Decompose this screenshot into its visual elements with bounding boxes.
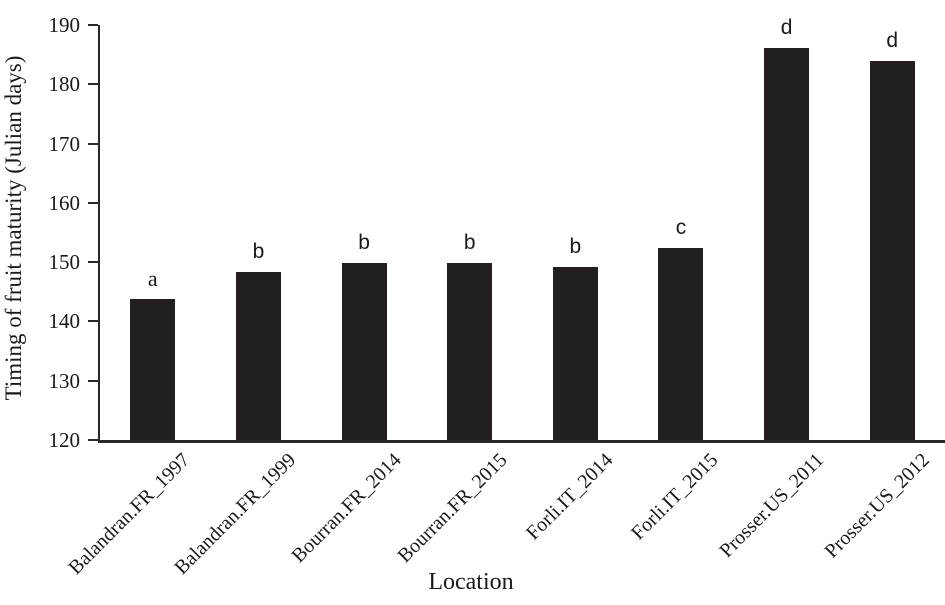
y-tick-mark [88,83,98,86]
y-tick-label: 140 [48,309,81,334]
bar-Balandran.FR_1997 [130,298,176,440]
x-tick-label: Forli.IT_2015 [627,449,723,545]
significance-letter: d [886,28,899,52]
significance-letter: b [463,231,476,255]
plot-area: 120 130 140 150 160 170 180 190 a Balandran.FR_19… [49,13,945,579]
x-tick-label: Bourran.FR_2014 [287,449,406,568]
bar-Balandran.FR_1999 [235,271,281,440]
bar-Prosser.US_2012 [869,60,915,440]
y-tick-mark [88,379,98,382]
x-tick-label: Bourran.FR_2015 [393,449,512,568]
y-tick-label: 150 [48,250,81,275]
y-tick-label: 160 [48,190,81,215]
x-axis-title: Location [428,569,514,595]
significance-letter: b [252,239,265,263]
significance-letter: a [147,265,158,291]
y-tick-label: 170 [48,131,81,156]
bar-Forli.IT_2014 [552,267,598,440]
y-tick-label: 190 [48,13,81,37]
y-tick-label: 130 [48,368,81,393]
y-tick-mark [88,320,98,323]
y-tick-label: 120 [48,428,81,452]
y-tick-mark [88,261,98,264]
y-tick-mark [88,201,98,204]
y-tick-mark [88,142,98,145]
bar-Bourran.FR_2015 [447,263,493,440]
x-tick-label: Prosser.US_2012 [820,449,934,563]
bar-Prosser.US_2011 [764,48,810,440]
x-tick-label: Prosser.US_2011 [715,449,829,562]
bar-Forli.IT_2015 [658,247,704,440]
bar-Bourran.FR_2014 [341,263,387,440]
significance-letter: c [675,215,687,239]
y-tick-mark [88,439,98,441]
x-tick-label: Forli.IT_2014 [521,449,617,545]
significance-letter: b [358,231,370,255]
significance-letter: b [569,235,582,259]
significance-letter: d [780,16,793,40]
y-axis-title: Timing of fruit maturity (Julian days) [1,55,26,401]
y-tick-mark [88,24,98,26]
y-tick-label: 180 [48,72,81,97]
